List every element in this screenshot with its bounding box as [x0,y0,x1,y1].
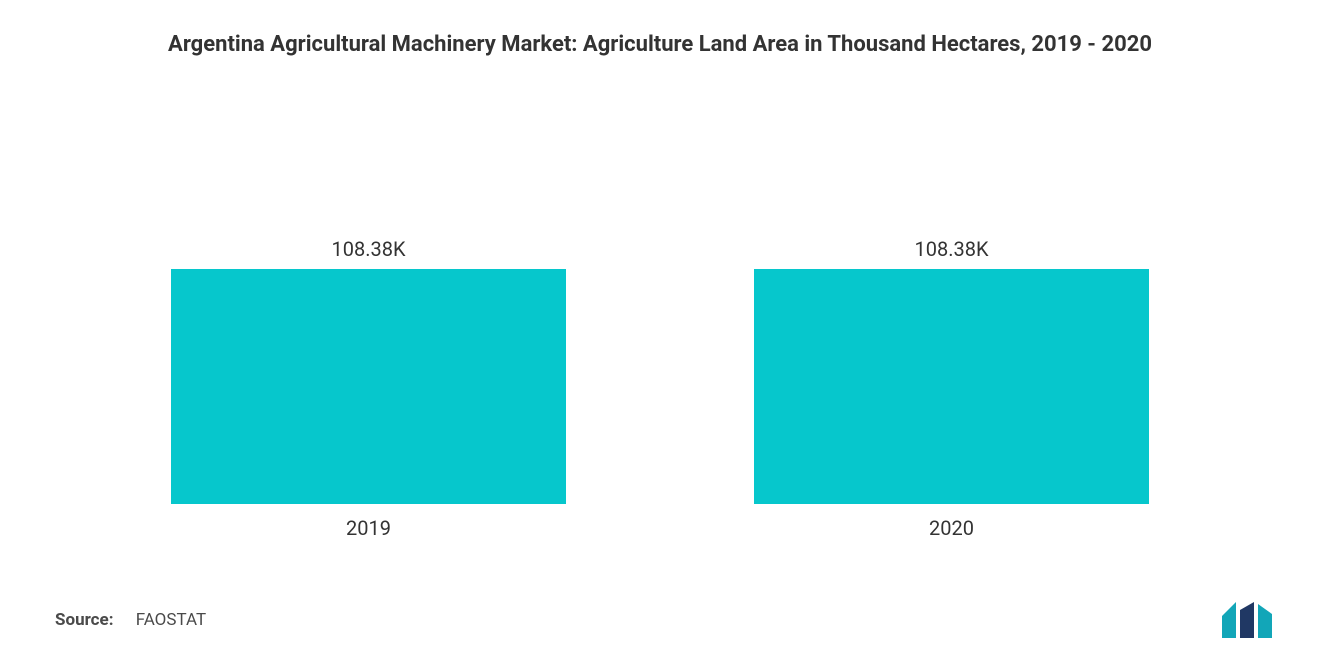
bar-value-label: 108.38K [331,237,405,261]
bar-group-2020: 108.38K 2020 [713,237,1190,540]
logo-bar-2 [1240,602,1254,638]
source-value: FAOSTAT [136,610,206,630]
logo-bar-1 [1222,602,1236,638]
bar-value-label: 108.38K [914,237,988,261]
bar-group-2019: 108.38K 2019 [130,237,607,540]
bar-2019 [171,269,567,504]
logo-bar-3 [1258,604,1272,638]
source-label: Source: [55,610,113,630]
bar-2020 [754,269,1150,504]
bar-category-label: 2020 [929,516,974,540]
source-citation: Source: FAOSTAT [55,610,206,630]
bar-category-label: 2019 [346,516,391,540]
chart-plot-area: 108.38K 2019 108.38K 2020 [130,180,1190,540]
chart-title: Argentina Agricultural Machinery Market:… [0,0,1320,61]
chart-container: Argentina Agricultural Machinery Market:… [0,0,1320,665]
brand-logo [1220,600,1275,640]
